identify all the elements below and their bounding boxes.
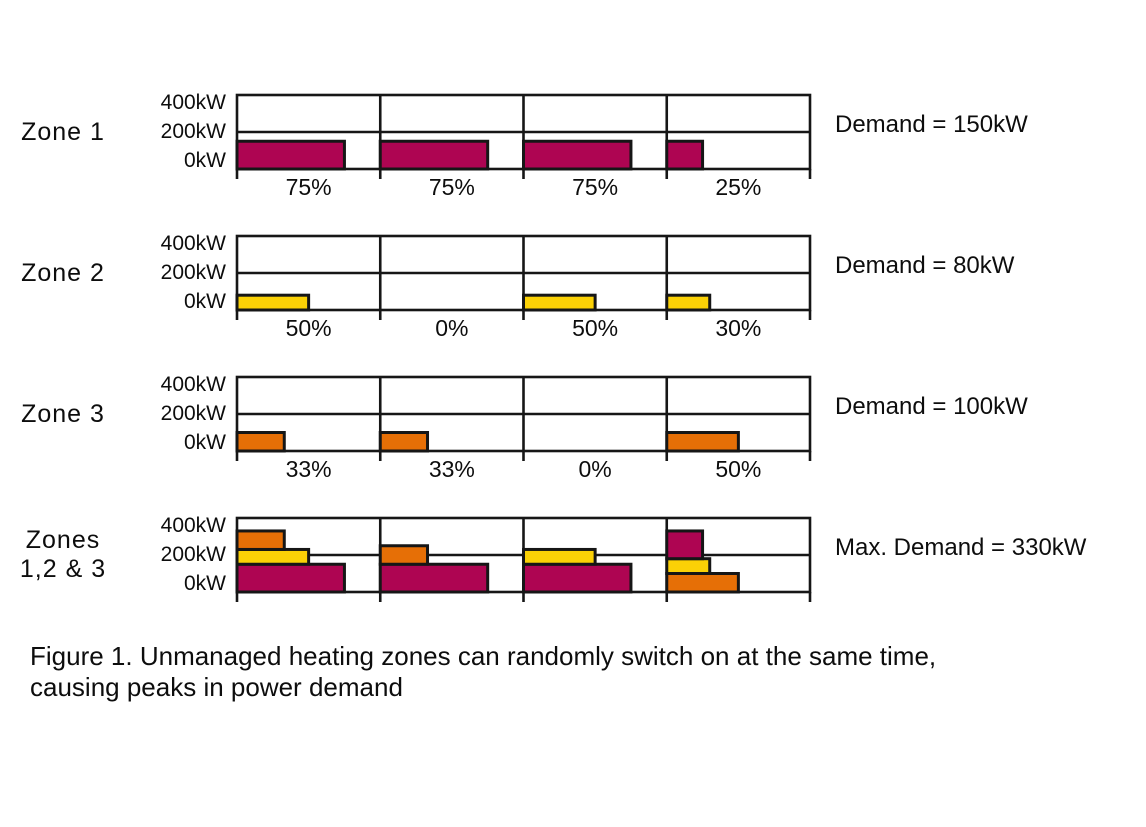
zone-2-demand-label: Demand = 80kW [835,252,1015,279]
zones-combined-row-label-line1: Zones [25,526,101,554]
bar-zone3-panel3-seg1 [235,431,286,453]
bar-zone3-panel4-seg2 [378,544,430,566]
ytick-label-panel1-0: 400kW [160,91,226,114]
bar-zone2-panel4-seg3 [522,547,597,566]
zone-chart-svg-1: 75% 75% 75% 25% [235,93,812,200]
bar-zone1-panel1-seg3 [522,139,633,171]
ytick-label-panel3-1: 200kW [160,402,226,425]
bar-zone1-panel4-seg1 [235,562,346,594]
zone-2-row-label-line1: Zone 2 [21,258,105,287]
ytick-label-panel4-2: 0kW [184,572,226,595]
zone-1-row-label: Zone 1 [0,95,126,169]
duty-cycle-label-panel3-seg1: 33% [286,456,332,482]
bar-zone2-panel4-seg1 [235,547,311,566]
zone-3-row-label-line1: Zone 3 [21,399,105,428]
bar-zone1-panel4-seg3 [522,562,633,594]
zone-3-row-label: Zone 3 [0,377,126,451]
zones-combined-row-label: Zones 1,2 & 3 [0,518,126,592]
zone-2-row-label: Zone 2 [0,236,126,310]
zone-1-demand-label: Demand = 150kW [835,111,1028,138]
figure-caption: Figure 1. Unmanaged heating zones can ra… [30,641,936,703]
ytick-label-panel4-0: 400kW [160,514,226,537]
duty-cycle-label-panel1-seg2: 75% [429,174,475,200]
ytick-label-panel2-2: 0kW [184,290,226,313]
bar-zone2-panel4-seg4 [665,557,712,576]
bar-zone3-panel3-seg2 [378,431,430,453]
bar-zone2-panel2-seg4 [665,293,712,312]
bar-zone1-panel1-seg1 [235,139,346,171]
duty-cycle-label-panel1-seg4: 25% [715,174,761,200]
zone-chart-svg-3: 33% 33% 0% 50% [235,375,812,482]
duty-cycle-label-panel1-seg1: 75% [286,174,332,200]
ytick-label-panel2-0: 400kW [160,232,226,255]
bar-zone3-panel4-seg4 [665,572,740,594]
bar-zone3-panel4-seg1 [235,529,286,551]
ytick-label-panel1-1: 200kW [160,120,226,143]
max-demand-label: Max. Demand = 330kW [835,534,1087,561]
bar-zone1-panel1-seg4 [665,139,705,171]
duty-cycle-label-panel3-seg3: 0% [579,456,612,482]
bar-zone1-panel4-seg4 [665,529,705,561]
duty-cycle-label-panel2-seg2: 0% [435,315,468,341]
bar-zone2-panel2-seg1 [235,293,311,312]
duty-cycle-label-panel2-seg1: 50% [286,315,332,341]
zone-chart-svg-2: 50% 0% 50% 30% [235,234,812,341]
ytick-label-panel3-0: 400kW [160,373,226,396]
caption-line-1: Figure 1. Unmanaged heating zones can ra… [30,641,937,671]
zones-combined-row-label-line2: 1,2 & 3 [19,555,107,583]
zone-3-demand-label: Demand = 100kW [835,393,1028,420]
zone-chart-svg-4 [235,516,812,602]
bar-zone3-panel3-seg4 [665,431,740,453]
duty-cycle-label-panel2-seg4: 30% [715,315,761,341]
ytick-label-panel2-1: 200kW [160,261,226,284]
bar-zone1-panel4-seg2 [378,562,490,594]
bar-zone2-panel2-seg3 [522,293,597,312]
zone-1-row-label-line1: Zone 1 [21,117,105,146]
duty-cycle-label-panel3-seg2: 33% [429,456,475,482]
caption-line-2: causing peaks in power demand [30,672,403,702]
ytick-label-panel1-2: 0kW [184,149,226,172]
duty-cycle-label-panel2-seg3: 50% [572,315,618,341]
bar-zone1-panel1-seg2 [378,139,490,171]
duty-cycle-label-panel1-seg3: 75% [572,174,618,200]
ytick-label-panel3-2: 0kW [184,431,226,454]
ytick-label-panel4-1: 200kW [160,543,226,566]
duty-cycle-label-panel3-seg4: 50% [715,456,761,482]
